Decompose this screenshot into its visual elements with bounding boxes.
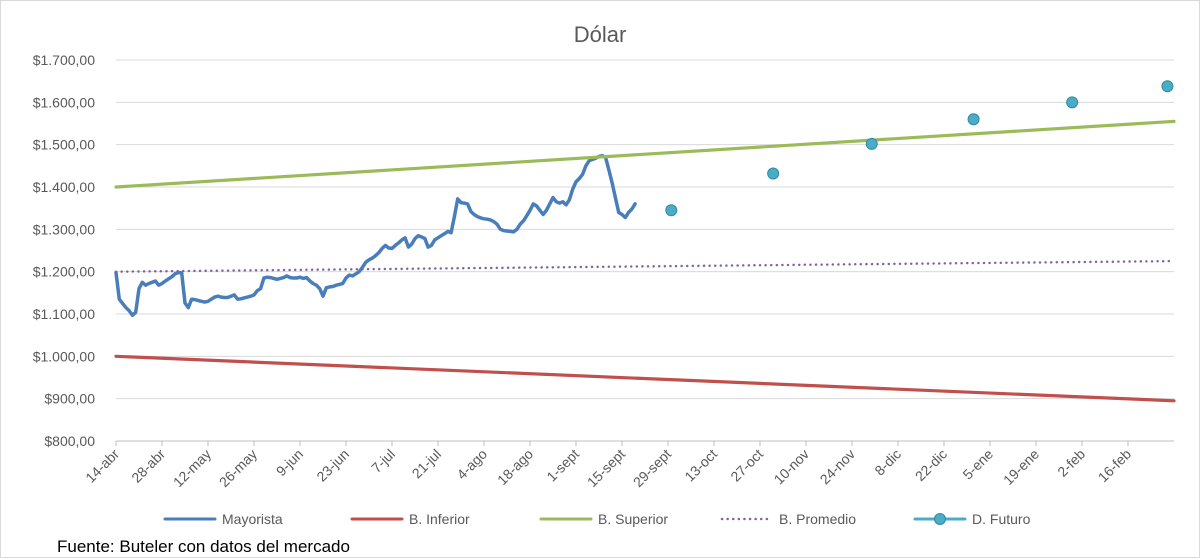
y-tick-label: $1.300,00: [33, 221, 95, 237]
gridlines: [116, 59, 1174, 400]
x-tick-label: 29-sept: [630, 446, 674, 490]
series-b-promedio-line: [114, 259, 1176, 273]
x-tick-label: 16-feb: [1095, 446, 1135, 486]
x-tick-label: 21-jul: [409, 446, 445, 482]
x-tick-label: 12-may: [170, 446, 214, 490]
y-tick-label: $1.400,00: [33, 179, 95, 195]
x-axis: [115, 440, 1174, 446]
y-tick-label: $1.100,00: [33, 306, 95, 322]
legend-b-inferior-label: B. Inferior: [409, 511, 470, 527]
series-layer: [114, 80, 1176, 403]
y-tick-label: $1.700,00: [33, 52, 95, 68]
x-tick-label: 26-may: [216, 446, 260, 490]
series-d-futuro-point: [865, 137, 878, 150]
x-tick-label: 28-abr: [128, 446, 168, 486]
y-tick-label: $1.200,00: [33, 264, 95, 280]
x-tick-label: 2-feb: [1054, 446, 1088, 480]
x-tick-label: 8-dic: [871, 446, 904, 479]
y-tick-label: $1.600,00: [33, 94, 95, 110]
x-tick-label: 9-jun: [273, 446, 306, 479]
x-tick-label: 7-jul: [368, 446, 398, 476]
series-d-futuro-point: [767, 167, 780, 180]
x-tick-label: 1-sept: [543, 446, 582, 485]
series-mayorista-line: [114, 153, 637, 318]
legend-b-promedio-label: B. Promedio: [779, 511, 856, 527]
y-tick-label: $800,00: [44, 433, 95, 449]
series-d-futuro-point: [1066, 96, 1079, 109]
x-tick-label: 5-ene: [959, 446, 996, 483]
x-axis-ticks: 14-abr 28-abr 12-may 26-may 9-jun 23-jun 7-jul…: [82, 446, 1134, 491]
x-tick-label: 23-jun: [313, 446, 352, 485]
legend-b-superior-label: B. Superior: [598, 511, 668, 527]
series-b-inferior-line: [114, 354, 1176, 403]
x-tick-label: 27-oct: [727, 446, 766, 485]
chart-title: Dólar: [574, 22, 627, 47]
y-tick-label: $1.500,00: [33, 137, 95, 153]
x-tick-label: 13-oct: [681, 446, 720, 485]
x-tick-label: 14-abr: [82, 446, 122, 486]
x-tick-label: 24-nov: [817, 446, 859, 488]
series-b-superior-line: [114, 119, 1176, 189]
x-tick-label: 19-ene: [1000, 446, 1042, 488]
x-tick-label: 4-ago: [453, 446, 490, 483]
y-tick-label: $1.000,00: [33, 348, 95, 364]
series-d-futuro-point: [1161, 80, 1174, 93]
legend-d-futuro-marker: [934, 513, 946, 525]
x-tick-label: 18-ago: [494, 446, 536, 488]
y-axis-ticks: $800,00 $900,00 $1.000,00 $1.100,00 $1.200,0…: [33, 52, 96, 449]
legend-d-futuro-label: D. Futuro: [972, 511, 1031, 527]
x-tick-label: 15-sept: [584, 446, 628, 490]
y-tick-label: $900,00: [44, 391, 95, 407]
series-d-futuro-point: [665, 204, 678, 217]
x-tick-label: 10-nov: [771, 446, 813, 488]
source-note: Fuente: Buteler con datos del mercado: [57, 537, 350, 556]
legend: Mayorista B. Inferior B. Superior B. Promed…: [163, 511, 1031, 527]
legend-mayorista-label: Mayorista: [222, 511, 283, 527]
x-tick-label: 22-dic: [912, 446, 950, 484]
series-d-futuro-point: [967, 113, 980, 126]
